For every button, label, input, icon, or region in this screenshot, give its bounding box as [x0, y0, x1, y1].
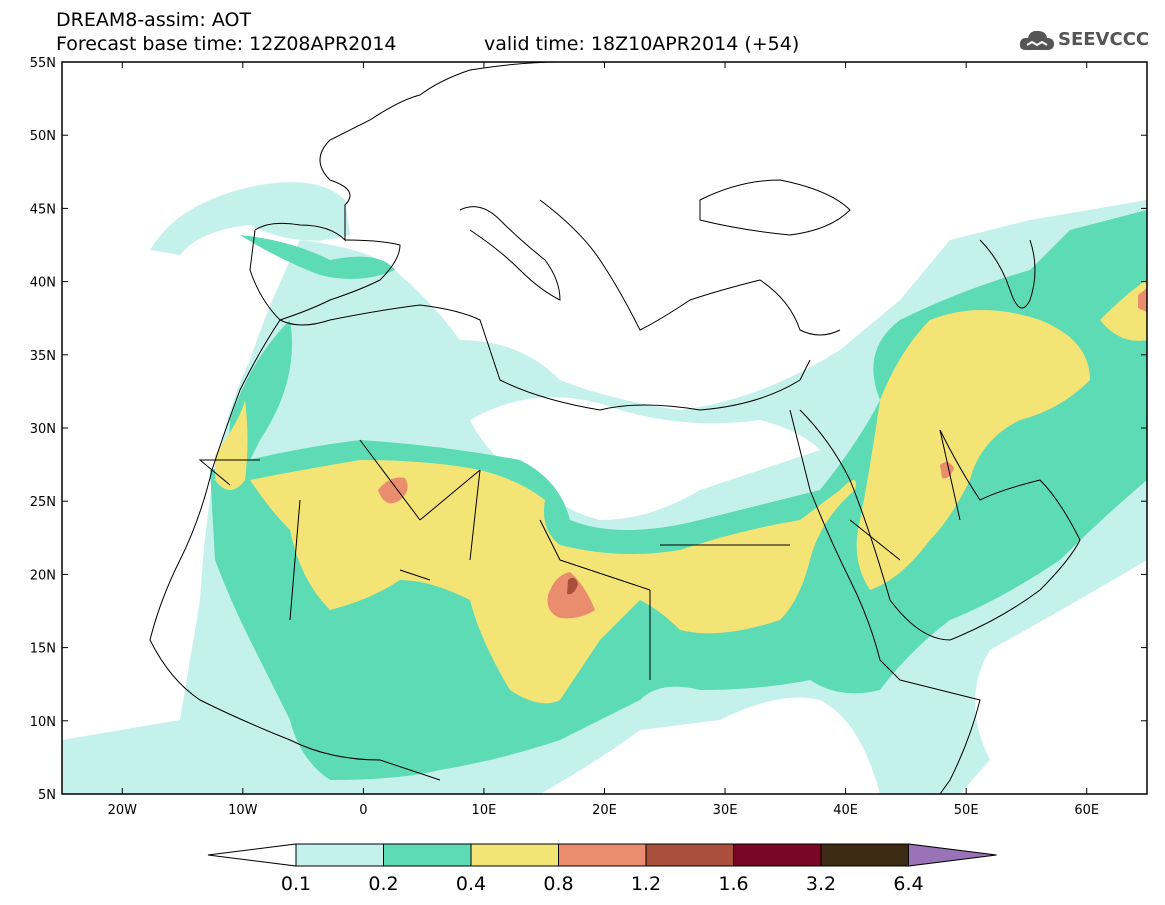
colorbar-high-arrow: [908, 843, 997, 867]
lat-tick-label: 30N: [30, 422, 56, 437]
lat-tick-label: 55N: [30, 56, 56, 71]
coastline-black-sea: [699, 179, 851, 236]
colorbar-label: 0.2: [368, 873, 398, 895]
lon-tick-label: 60E: [1074, 803, 1099, 818]
valid-time: valid time: 18Z10APR2014 (+54): [484, 33, 800, 55]
aot-contour-0.8: [547, 572, 595, 619]
coastline-balkans: [539, 199, 841, 336]
aot-contour-0.8: [378, 477, 408, 504]
lat-tick-label: 15N: [30, 642, 56, 657]
colorbar-label: 1.2: [631, 873, 661, 895]
colorbar-box: [295, 843, 384, 867]
axis-ticks: 55N 50N 45N 40N 35N 30N 25N 20N 15N 10N 5N 20W 10W 0 1…: [30, 56, 1147, 818]
colorbar-boxes: [207, 843, 997, 867]
colorbar-label: 1.6: [718, 873, 748, 895]
coastline-west-africa: [149, 319, 441, 781]
map-title: DREAM8-assim: AOT: [56, 9, 252, 31]
lat-tick-label: 45N: [30, 202, 56, 217]
colorbar-label: 3.2: [806, 873, 836, 895]
coastlines: [149, 62, 1081, 794]
forecast-base-time: Forecast base time: 12Z08APR2014: [56, 33, 397, 55]
coastline-caspian: [979, 239, 1036, 309]
lat-tick-label: 25N: [30, 495, 56, 510]
lon-tick-label: 40E: [833, 803, 858, 818]
lat-tick-label: 5N: [38, 788, 56, 803]
colorbar-label: 6.4: [893, 873, 923, 895]
colorbar-box: [733, 843, 822, 867]
colorbar-box: [645, 843, 734, 867]
lat-tick-label: 35N: [30, 349, 56, 364]
lon-tick-label: 30E: [713, 803, 738, 818]
aot-contour-0.4: [856, 310, 1090, 590]
colorbar-low-arrow: [207, 843, 297, 867]
colorbar-labels: 0.1 0.2 0.4 0.8 1.2 1.6 3.2 6.4: [281, 873, 924, 895]
lat-tick-label: 50N: [30, 129, 56, 144]
coastline-arabia: [799, 409, 1081, 641]
colorbar-label: 0.4: [456, 873, 486, 895]
colorbar-box: [470, 843, 559, 867]
coastline-europe: [254, 62, 561, 242]
coastline-iberia: [249, 229, 401, 321]
logo-text: SEEVCCC: [1058, 29, 1150, 50]
aot-contour-0.4: [215, 400, 248, 490]
lon-tick-label: 0: [359, 803, 367, 818]
lon-tick-label: 10W: [228, 803, 258, 818]
colorbar-label: 0.1: [281, 873, 311, 895]
aot-contour-0.1: [150, 182, 350, 255]
aot-contour-0.4: [250, 460, 856, 704]
coastline-red-sea: [789, 409, 901, 681]
aot-contour-0.4: [1100, 280, 1147, 341]
colorbar-label: 0.8: [543, 873, 573, 895]
lon-tick-label: 10E: [472, 803, 497, 818]
lon-tick-label: 50E: [954, 803, 979, 818]
aot-contour-0.2: [240, 235, 395, 279]
lon-tick-label: 20W: [108, 803, 138, 818]
border-lines: [198, 429, 961, 680]
coastline-horn-africa: [899, 679, 981, 794]
colorbar-box: [820, 843, 909, 867]
aot-contour-1.2: [567, 577, 578, 595]
colorbar: 0.1 0.2 0.4 0.8 1.2 1.6 3.2 6.4: [207, 843, 997, 895]
colorbar-box: [558, 843, 647, 867]
coastline-italy: [459, 206, 561, 301]
lon-tick-label: 20E: [592, 803, 617, 818]
aot-clear-area: [470, 397, 820, 520]
aot-map: 55N 50N 45N 40N 35N 30N 25N 20N 15N 10N 5N 20W 10W 0 1…: [30, 56, 1148, 818]
seevccc-logo: SEEVCCC: [1018, 26, 1158, 54]
aot-contour-0.8: [940, 462, 954, 479]
lat-tick-label: 20N: [30, 568, 56, 583]
lat-tick-label: 40N: [30, 276, 56, 291]
aot-contour-0.8: [1138, 288, 1147, 312]
lat-tick-label: 10N: [30, 715, 56, 730]
cloud-icon: [1019, 30, 1054, 50]
coastline-north-africa: [279, 304, 811, 411]
colorbar-box: [383, 843, 472, 867]
